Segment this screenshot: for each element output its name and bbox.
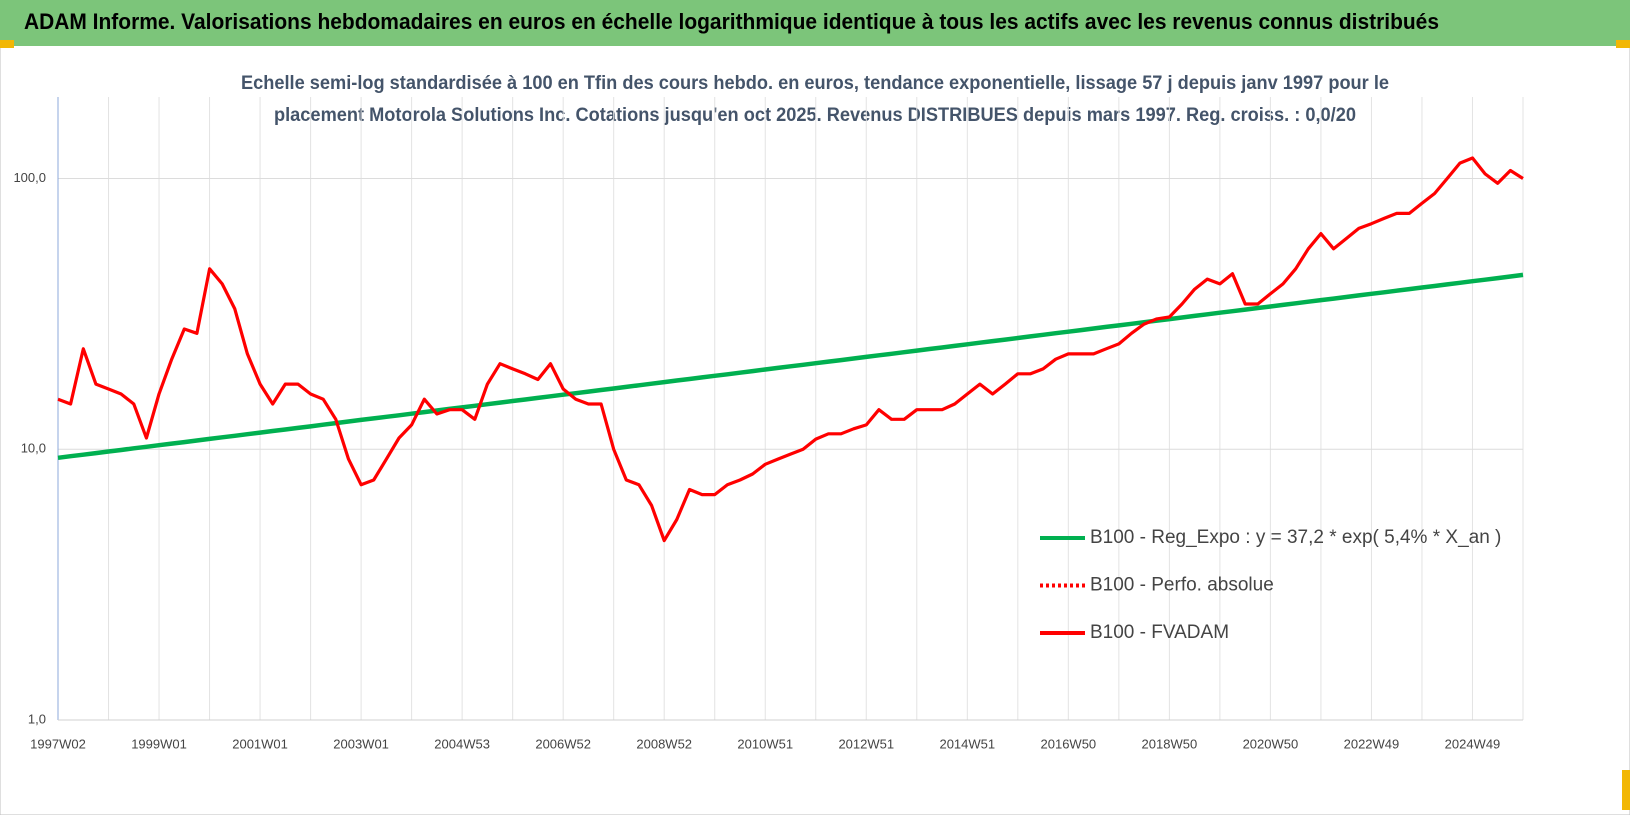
- x-tick-label: 1997W02: [30, 736, 86, 751]
- chart-title: placement Motorola Solutions Inc. Cotati…: [274, 105, 1356, 126]
- x-tick-label: 2010W51: [737, 736, 793, 751]
- page-title: ADAM Informe. Valorisations hebdomadaire…: [24, 9, 1439, 34]
- x-tick-label: 2022W49: [1344, 736, 1400, 751]
- x-tick-label: 2012W51: [838, 736, 894, 751]
- corner-mark: [1616, 40, 1630, 48]
- x-tick-label: 2001W01: [232, 736, 288, 751]
- y-tick-label: 10,0: [21, 441, 46, 456]
- x-tick-label: 1999W01: [131, 736, 187, 751]
- y-tick-label: 1,0: [28, 711, 46, 726]
- legend-label: B100 - Perfo. absolue: [1090, 575, 1274, 596]
- x-tick-label: 2024W49: [1445, 736, 1501, 751]
- x-tick-label: 2008W52: [636, 736, 692, 751]
- corner-mark: [0, 40, 14, 48]
- x-tick-label: 2016W50: [1041, 736, 1097, 751]
- y-tick-label: 100,0: [13, 170, 46, 185]
- x-tick-label: 2018W50: [1142, 736, 1198, 751]
- header-bar: [0, 0, 1630, 46]
- chart-title: Echelle semi-log standardisée à 100 en T…: [241, 73, 1389, 94]
- x-tick-label: 2003W01: [333, 736, 389, 751]
- x-tick-label: 2014W51: [939, 736, 995, 751]
- series-line: [57, 272, 1524, 461]
- x-tick-label: 2020W50: [1243, 736, 1299, 751]
- x-tick-label: 2004W53: [434, 736, 490, 751]
- series-line: [57, 156, 1524, 543]
- corner-mark: [1622, 770, 1630, 810]
- x-tick-label: 2006W52: [535, 736, 591, 751]
- legend-label: B100 - FVADAM: [1090, 622, 1229, 643]
- legend-label: B100 - Reg_Expo : y = 37,2 * exp( 5,4% *…: [1090, 527, 1501, 548]
